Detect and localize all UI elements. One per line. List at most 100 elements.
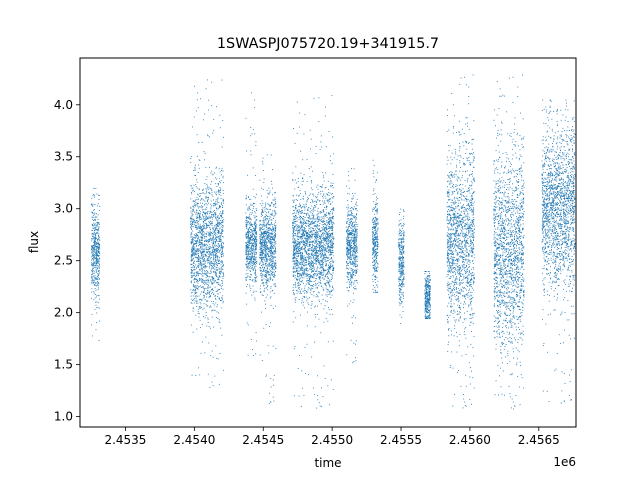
data-point (220, 216, 222, 217)
data-point (94, 235, 96, 237)
data-point (273, 239, 275, 241)
data-point (315, 233, 316, 235)
data-point (214, 172, 216, 174)
data-point (196, 217, 198, 218)
data-point (99, 236, 101, 238)
data-point (92, 335, 93, 337)
data-point (218, 168, 220, 170)
data-point (96, 262, 98, 264)
data-point (314, 270, 316, 272)
data-point (221, 230, 223, 232)
data-point (265, 244, 267, 246)
data-point (218, 257, 220, 259)
data-point (96, 243, 98, 245)
data-point (322, 287, 324, 289)
data-point (97, 254, 98, 256)
data-point (269, 204, 271, 206)
data-point (328, 237, 330, 239)
data-point (208, 253, 210, 255)
data-point (215, 267, 217, 269)
data-point (320, 251, 321, 253)
data-point (253, 239, 255, 241)
data-point (197, 272, 199, 274)
data-point (217, 232, 219, 234)
data-point (197, 107, 199, 109)
data-point (203, 224, 205, 226)
data-point (207, 291, 208, 293)
data-point (192, 254, 194, 256)
data-point (214, 280, 216, 282)
data-point (205, 336, 207, 338)
data-point (255, 353, 257, 355)
data-point (245, 219, 247, 221)
data-point (269, 235, 270, 237)
data-point (296, 269, 297, 271)
data-point (195, 221, 197, 223)
data-point (261, 253, 263, 255)
data-point (221, 232, 222, 233)
data-point (311, 257, 313, 259)
data-point (260, 261, 262, 263)
data-point (320, 236, 322, 238)
data-point (213, 257, 215, 259)
data-point (309, 176, 311, 178)
data-point (209, 252, 211, 254)
data-point (198, 261, 200, 262)
data-point (250, 221, 252, 223)
data-point (210, 210, 211, 212)
data-point (292, 195, 294, 197)
data-point (293, 216, 295, 218)
data-point (209, 250, 211, 252)
data-point (263, 232, 265, 234)
data-point (269, 236, 271, 238)
data-point (259, 230, 261, 231)
data-point (198, 266, 200, 268)
data-point (249, 284, 251, 286)
data-point (246, 209, 248, 211)
data-point (327, 288, 329, 290)
data-point (259, 229, 261, 231)
data-point (274, 285, 276, 287)
data-point (249, 258, 251, 260)
data-point (218, 228, 220, 230)
data-point (293, 248, 295, 250)
data-point (196, 275, 198, 277)
data-point (269, 268, 271, 270)
data-point (214, 260, 216, 262)
data-point (96, 224, 98, 226)
data-point (217, 219, 219, 221)
data-point (259, 258, 261, 260)
data-point (93, 299, 95, 301)
data-point (203, 209, 205, 211)
data-point (93, 284, 95, 285)
data-point (91, 291, 93, 293)
data-point (190, 275, 192, 277)
data-point (270, 378, 272, 379)
data-point (274, 262, 276, 264)
data-point (312, 262, 314, 264)
data-point (255, 174, 256, 176)
data-point (197, 236, 199, 238)
data-point (94, 242, 96, 244)
data-point (266, 236, 268, 238)
data-point (262, 268, 264, 270)
data-point (250, 288, 252, 290)
data-point (97, 282, 99, 284)
data-point (328, 191, 330, 193)
data-point (212, 234, 214, 236)
data-point (268, 272, 270, 274)
data-point (305, 373, 307, 374)
data-point (303, 255, 305, 257)
data-point (309, 277, 311, 279)
data-point (223, 218, 225, 220)
data-point (321, 260, 323, 262)
data-point (96, 264, 98, 266)
data-point (263, 268, 265, 270)
data-point (213, 326, 215, 328)
data-point (304, 212, 306, 214)
data-point (266, 212, 268, 214)
data-point (270, 276, 271, 278)
data-point (205, 192, 207, 194)
data-point (190, 271, 192, 273)
data-point (202, 246, 204, 248)
